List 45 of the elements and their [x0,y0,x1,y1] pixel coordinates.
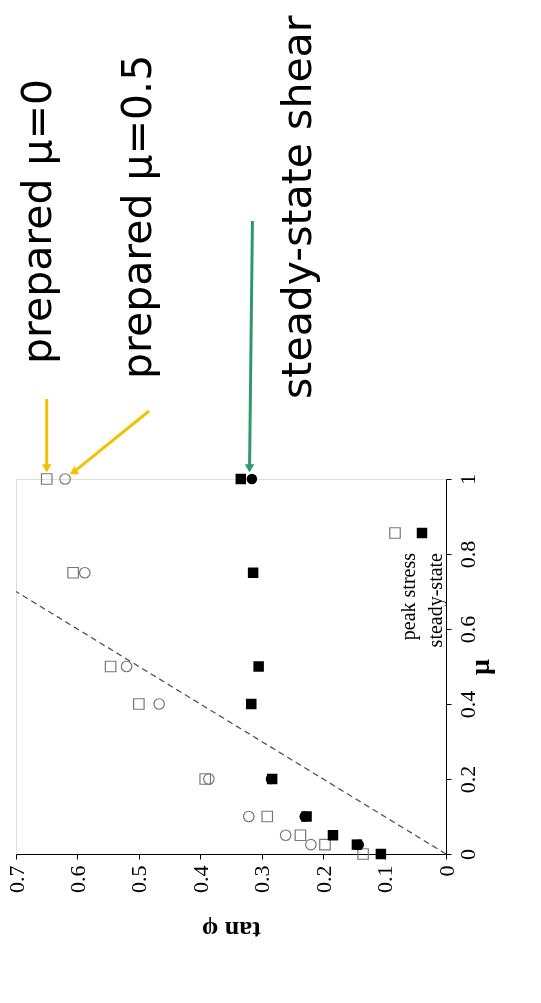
point [153,698,165,710]
point [253,661,264,672]
point [279,829,292,842]
x-tick-label: 0.3 [249,865,275,893]
annotation: steady-state shear [273,15,322,399]
point [327,830,339,841]
point [203,773,215,785]
point [40,473,53,485]
point [261,810,274,823]
y-tick-label: 0.4 [454,690,480,719]
x-tick-label: 0.1 [372,865,398,893]
point [133,698,145,710]
point [199,773,212,785]
x-axis-title: tan φ [202,916,261,945]
y-tick-label: 0.6 [454,615,480,644]
point [247,567,259,578]
point [294,829,307,842]
point [319,838,331,851]
point [120,660,133,673]
point [246,473,258,485]
x-tick-label: 0.4 [187,865,213,893]
annotation: prepared μ=0.5 [113,54,162,379]
y-tick-label: 0.2 [454,765,480,794]
point [67,566,79,579]
y-tick-label: 0 [454,849,480,860]
legend-label: peak stress [397,552,420,641]
x-tick-label: 0.7 [3,865,29,893]
point [305,838,317,851]
y-axis-title: μ [463,658,495,675]
point [59,473,71,485]
point [242,810,255,823]
point [78,566,91,579]
x-tick-label: 0 [433,865,459,877]
point [235,473,247,485]
point [375,848,387,860]
x-tick-label: 0.6 [64,865,90,893]
point [104,660,117,673]
point [246,698,257,710]
point [357,848,369,860]
y-tick-label: 1 [454,474,480,485]
x-tick-label: 0.2 [310,865,336,893]
x-tick-label: 0.5 [126,865,152,893]
y-tick-label: 0.8 [454,540,480,569]
annotation: prepared μ=0 [12,78,61,364]
legend-label: steady-state [424,552,447,648]
